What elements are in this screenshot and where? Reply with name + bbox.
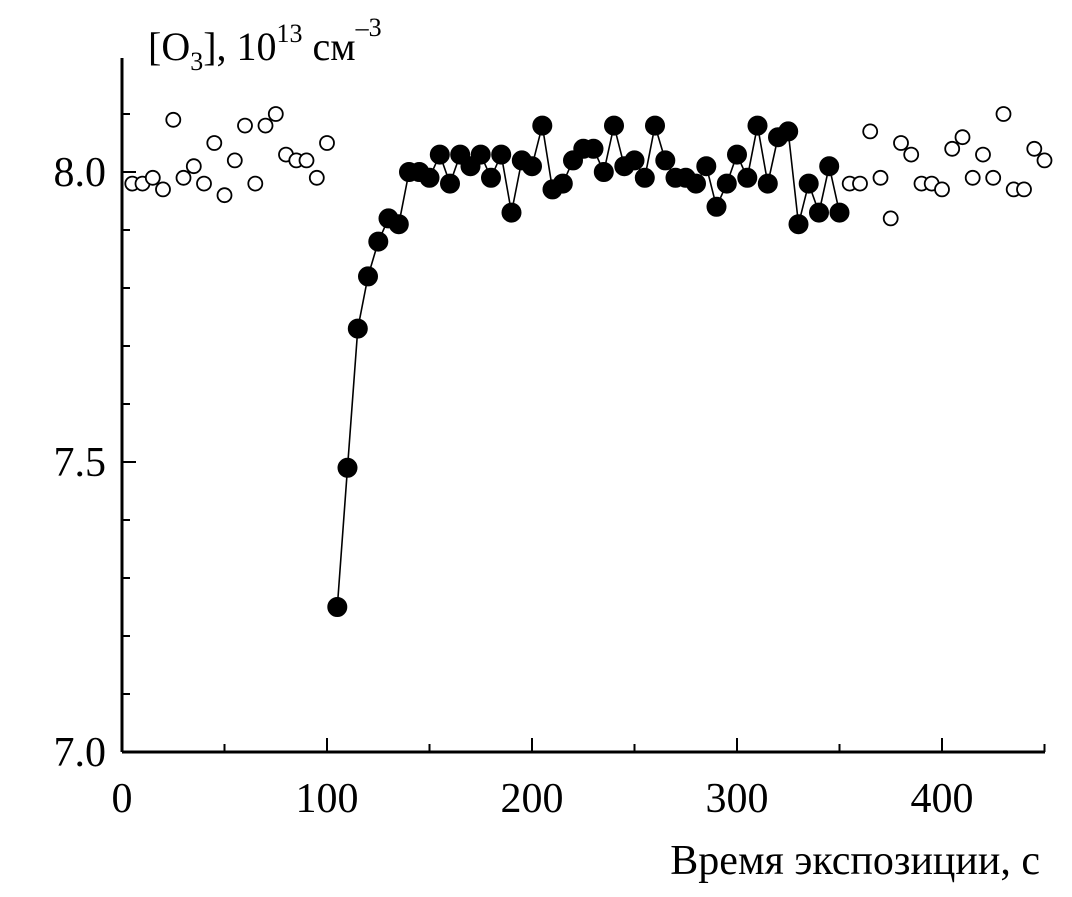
data-point-filled <box>625 151 644 170</box>
data-point-open <box>248 177 262 191</box>
data-point-filled <box>799 174 818 193</box>
series-lines <box>337 126 839 607</box>
series-points <box>125 107 1051 617</box>
y-axis-label: [O3], 1013 см–3 <box>148 13 382 76</box>
data-point-open <box>904 148 918 162</box>
data-point-open <box>197 177 211 191</box>
data-point-open <box>956 130 970 144</box>
data-point-filled <box>656 151 675 170</box>
data-point-filled <box>697 157 716 176</box>
y-label-unit-exponent: –3 <box>355 13 382 42</box>
y-label-middle: ], 10 <box>203 24 276 69</box>
y-tick-label: 7.0 <box>54 730 107 776</box>
data-point-open <box>997 107 1011 121</box>
data-point-open <box>1027 142 1041 156</box>
data-point-filled <box>594 163 613 182</box>
x-tick-label: 100 <box>296 776 359 822</box>
data-point-open <box>1038 153 1052 167</box>
data-point-filled <box>441 174 460 193</box>
data-point-open <box>966 171 980 185</box>
data-point-open <box>228 153 242 167</box>
data-point-filled <box>830 203 849 222</box>
data-point-open <box>874 171 888 185</box>
y-label-subscript: 3 <box>190 47 203 76</box>
data-point-open <box>320 136 334 150</box>
data-point-filled <box>605 116 624 135</box>
data-point-filled <box>348 319 367 338</box>
data-point-filled <box>820 157 839 176</box>
data-point-filled <box>717 174 736 193</box>
data-point-open <box>935 182 949 196</box>
x-tick-label: 400 <box>911 776 974 822</box>
x-tick-label: 300 <box>706 776 769 822</box>
data-point-filled <box>584 139 603 158</box>
data-point-open <box>269 107 283 121</box>
data-point-filled <box>748 116 767 135</box>
data-point-filled <box>553 174 572 193</box>
y-tick-label: 7.5 <box>54 440 107 486</box>
x-tick-label: 0 <box>112 776 133 822</box>
data-point-open <box>986 171 1000 185</box>
data-point-open <box>976 148 990 162</box>
data-point-filled <box>635 168 654 187</box>
data-point-open <box>207 136 221 150</box>
y-ticks: 7.0 7.5 8.0 <box>54 114 137 776</box>
data-point-open <box>218 188 232 202</box>
data-point-filled <box>492 145 511 164</box>
data-point-filled <box>389 215 408 234</box>
data-point-filled <box>533 116 552 135</box>
data-point-filled <box>359 267 378 286</box>
data-point-open <box>310 171 324 185</box>
data-point-filled <box>646 116 665 135</box>
data-point-filled <box>328 598 347 617</box>
data-point-open <box>156 182 170 196</box>
data-point-open <box>187 159 201 173</box>
data-point-filled <box>471 145 490 164</box>
series-2-line <box>337 126 839 607</box>
data-point-filled <box>728 145 747 164</box>
data-point-open <box>853 177 867 191</box>
data-point-filled <box>779 122 798 141</box>
y-label-exponent: 13 <box>277 19 303 48</box>
data-point-open <box>146 171 160 185</box>
data-point-filled <box>707 197 726 216</box>
data-point-filled <box>758 174 777 193</box>
data-point-open <box>166 113 180 127</box>
y-label-unit: см <box>303 24 356 69</box>
data-point-filled <box>502 203 521 222</box>
data-point-filled <box>338 458 357 477</box>
data-point-filled <box>687 174 706 193</box>
data-point-filled <box>810 203 829 222</box>
data-point-open <box>300 153 314 167</box>
y-label-prefix: [O <box>148 24 190 69</box>
data-point-open <box>863 124 877 138</box>
data-point-filled <box>430 145 449 164</box>
data-point-open <box>1017 182 1031 196</box>
data-point-open <box>238 119 252 133</box>
data-point-open <box>945 142 959 156</box>
x-tick-label: 200 <box>501 776 564 822</box>
data-point-open <box>884 211 898 225</box>
data-point-filled <box>738 168 757 187</box>
y-tick-label: 8.0 <box>54 150 107 196</box>
x-axis-label: Время экспозиции, с <box>670 838 1040 884</box>
data-point-filled <box>420 168 439 187</box>
data-point-filled <box>789 215 808 234</box>
data-point-filled <box>523 157 542 176</box>
data-point-open <box>259 119 273 133</box>
data-point-open <box>894 136 908 150</box>
data-point-open <box>177 171 191 185</box>
data-point-filled <box>482 168 501 187</box>
data-point-filled <box>369 232 388 251</box>
